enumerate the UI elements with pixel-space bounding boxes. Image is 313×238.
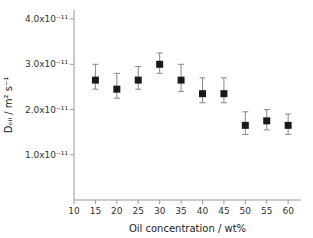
x-tick-label: 10: [68, 206, 80, 216]
x-tick: [181, 200, 182, 204]
x-tick: [266, 200, 267, 204]
x-tick: [245, 200, 246, 204]
x-tick-label: 15: [90, 206, 101, 216]
point: [92, 77, 99, 84]
error-bar: [199, 78, 205, 103]
y-tick: [70, 154, 74, 155]
error-bar: [178, 64, 184, 91]
x-tick-label: 20: [111, 206, 123, 216]
error-bar: [92, 64, 98, 89]
x-tick-label: 45: [218, 206, 229, 216]
x-tick: [138, 200, 139, 204]
x-tick-label: 25: [133, 206, 144, 216]
point: [285, 122, 292, 129]
y-tick-label: 3.0x10⁻¹¹: [25, 59, 68, 69]
data-layer: [92, 53, 292, 134]
y-tick-label: 4.0x10⁻¹¹: [25, 14, 68, 24]
error-bar: [135, 67, 141, 90]
point: [199, 90, 206, 97]
x-tick: [288, 200, 289, 204]
x-tick-label: 30: [154, 206, 166, 216]
x-tick: [74, 200, 75, 204]
error-bar: [114, 73, 120, 98]
error-bar: [157, 53, 163, 73]
y-tick-label: 1.0x10⁻¹¹: [25, 150, 68, 160]
error-bar: [221, 78, 227, 103]
y-tick-label: 2.0x10⁻¹¹: [25, 105, 68, 115]
x-tick-label: 50: [240, 206, 252, 216]
x-tick: [202, 200, 203, 204]
point: [113, 86, 120, 93]
y-axis-label: Dₒᵢₗ / m² s⁻¹: [3, 77, 14, 133]
x-tick-label: 55: [261, 206, 272, 216]
point: [263, 117, 270, 124]
point: [220, 90, 227, 97]
x-tick-label: 60: [282, 206, 294, 216]
y-tick: [70, 19, 74, 20]
y-tick: [70, 64, 74, 65]
point: [156, 61, 163, 68]
y-tick: [70, 109, 74, 110]
x-tick-label: 35: [175, 206, 186, 216]
x-tick: [116, 200, 117, 204]
error-bar: [285, 114, 291, 134]
x-tick: [159, 200, 160, 204]
point: [178, 77, 185, 84]
point: [242, 122, 249, 129]
x-axis-label: Oil concentration / wt%: [129, 223, 246, 234]
point: [135, 77, 142, 84]
error-bar: [242, 112, 248, 135]
x-tick: [95, 200, 96, 204]
y-axis-line: [74, 10, 75, 200]
x-tick-label: 40: [197, 206, 209, 216]
error-bar: [264, 110, 270, 130]
x-tick: [223, 200, 224, 204]
chart: 10 15 20 25 30 35 40 45 50 55 60 1.0x10⁻¹¹ 2.0x10⁻¹¹…: [0, 0, 313, 238]
